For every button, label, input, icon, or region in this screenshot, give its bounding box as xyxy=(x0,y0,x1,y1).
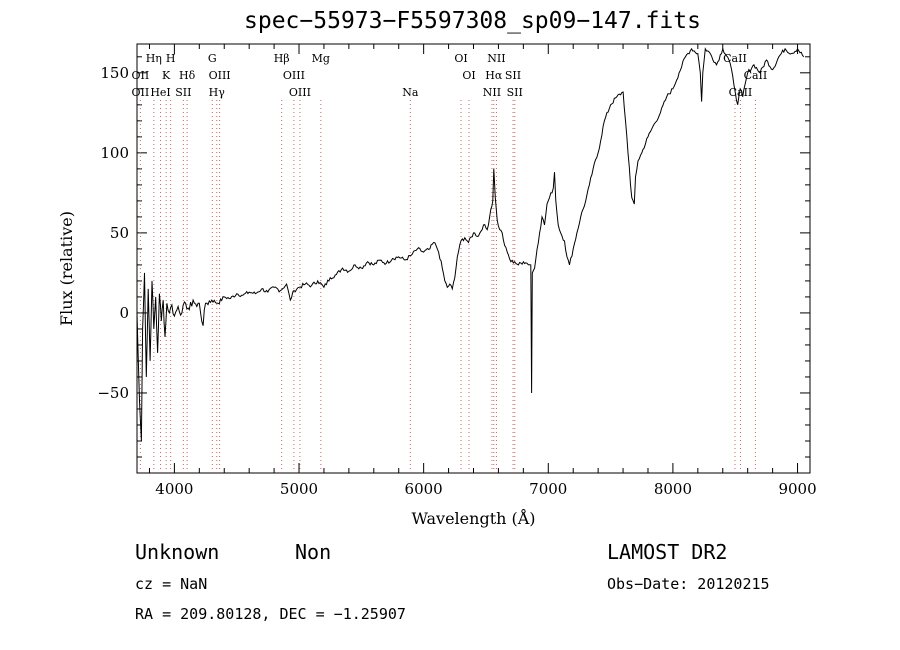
y-tick-label: 100 xyxy=(100,144,129,162)
plot-frame xyxy=(136,43,811,474)
line-marker-label: Hβ xyxy=(274,52,290,65)
line-marker-label: CaII xyxy=(744,69,768,82)
x-tick-label: 9000 xyxy=(778,480,816,498)
line-marker-label: OI xyxy=(454,52,467,65)
line-marker-label: OIII xyxy=(209,69,231,82)
y-tick-label: 150 xyxy=(100,64,129,82)
line-marker-label: Hδ xyxy=(179,69,196,82)
spectral-class: Unknown xyxy=(135,540,220,564)
line-marker-label: OIII xyxy=(283,69,305,82)
x-axis-label: Wavelength (Å) xyxy=(411,508,535,528)
line-marker-label: SII xyxy=(505,69,521,82)
x-tick-label: 4000 xyxy=(155,480,193,498)
line-marker-label: Hη xyxy=(146,52,162,65)
line-marker-label: NII xyxy=(487,52,505,65)
y-axis-label: Flux (relative) xyxy=(57,211,76,326)
line-marker-label: OII xyxy=(132,86,150,99)
x-tick-label: 6000 xyxy=(405,480,443,498)
line-marker-label: Na xyxy=(402,86,419,99)
line-marker-label: Hγ xyxy=(209,86,226,99)
y-tick-label: −50 xyxy=(97,384,129,402)
chart-title: spec−55973−F5597308_sp09−147.fits xyxy=(244,8,701,34)
line-marker-label: HeI xyxy=(150,86,170,99)
line-marker-label: Hα xyxy=(485,69,503,82)
line-marker-label: OI xyxy=(462,69,475,82)
survey-label: LAMOST DR2 xyxy=(607,540,728,564)
spectral-subclass: Non xyxy=(295,540,332,564)
x-tick-label: 7000 xyxy=(529,480,567,498)
observation-date: Obs−Date: 20120215 xyxy=(607,575,770,593)
line-marker-label: SII xyxy=(507,86,523,99)
line-marker-label: OII xyxy=(132,69,150,82)
x-tick-label: 8000 xyxy=(654,480,692,498)
line-marker-label: Mg xyxy=(312,52,330,65)
line-marker-label: OIII xyxy=(289,86,311,99)
line-marker-label: NII xyxy=(483,86,501,99)
line-marker-label: H xyxy=(166,52,176,65)
line-marker-label: SII xyxy=(175,86,191,99)
line-marker-label: CaII xyxy=(729,86,753,99)
redshift-value: cz = NaN xyxy=(135,575,208,593)
y-tick-label: 50 xyxy=(110,224,129,242)
line-marker-label: K xyxy=(162,69,171,82)
line-marker-label: CaII xyxy=(723,52,747,65)
coordinates: RA = 209.80128, DEC = −1.25907 xyxy=(135,605,406,623)
spectrum-series-line xyxy=(136,47,805,442)
x-tick-label: 5000 xyxy=(280,480,318,498)
y-tick-label: 0 xyxy=(119,304,129,322)
line-marker-label: G xyxy=(208,52,217,65)
